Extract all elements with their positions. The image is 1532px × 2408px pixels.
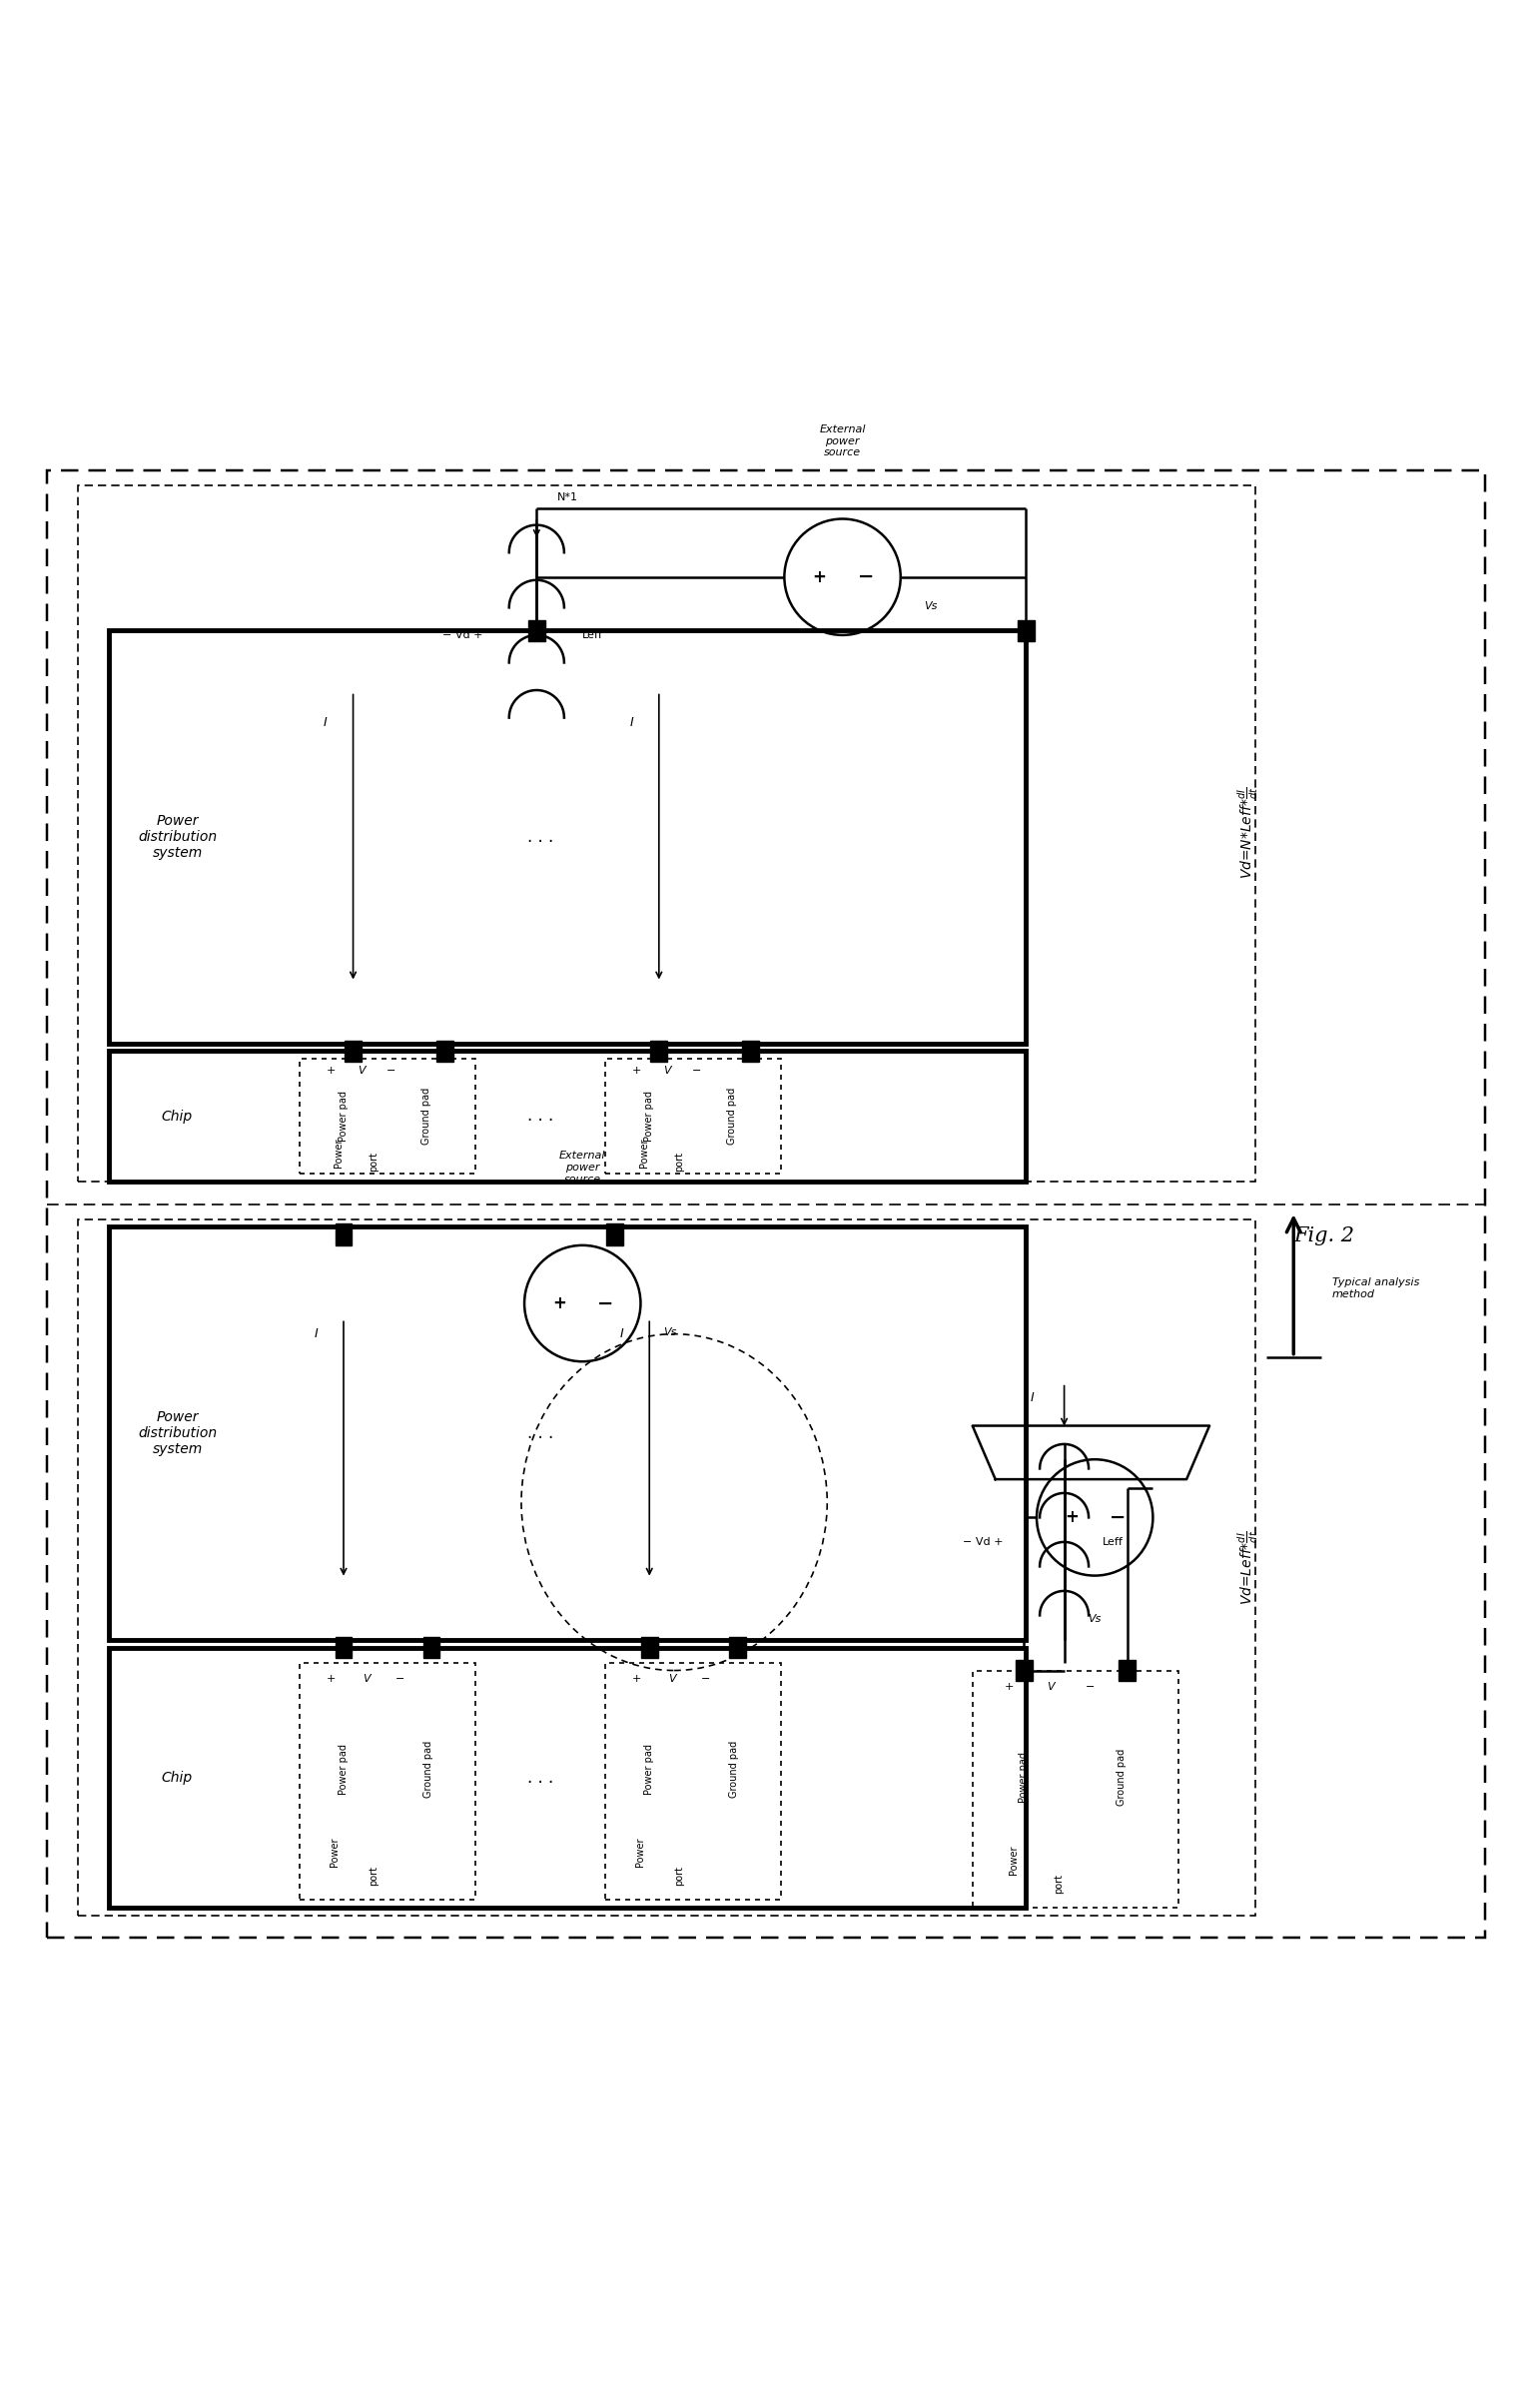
Text: Ground pad: Ground pad	[728, 1088, 737, 1144]
Text: port: port	[369, 1151, 378, 1173]
Text: +: +	[1005, 1683, 1014, 1693]
Text: . . .: . . .	[527, 828, 553, 845]
FancyBboxPatch shape	[109, 1228, 1026, 1640]
Text: Power pad: Power pad	[645, 1743, 654, 1794]
Text: I: I	[323, 715, 328, 730]
Text: −: −	[1109, 1507, 1126, 1527]
Text: Ground pad: Ground pad	[729, 1741, 738, 1799]
Text: +: +	[1065, 1507, 1079, 1527]
Bar	[345, 1040, 362, 1062]
Text: V: V	[357, 1064, 365, 1076]
Text: +: +	[553, 1296, 567, 1312]
FancyBboxPatch shape	[109, 1050, 1026, 1180]
Text: Power: Power	[1008, 1845, 1019, 1876]
Text: Typical analysis
method: Typical analysis method	[1331, 1276, 1419, 1298]
Text: External
power
source: External power source	[559, 1151, 605, 1185]
Text: −: −	[702, 1674, 711, 1683]
Text: Vs: Vs	[663, 1327, 677, 1336]
Text: Power
distribution
system: Power distribution system	[138, 814, 216, 860]
Text: I: I	[620, 1327, 624, 1341]
Text: Power: Power	[329, 1837, 340, 1866]
Bar	[640, 1637, 657, 1659]
Text: Power: Power	[639, 1139, 650, 1168]
Text: port: port	[674, 1151, 685, 1173]
Text: −: −	[1086, 1683, 1095, 1693]
Text: Vs: Vs	[1088, 1613, 1102, 1623]
Text: +: +	[633, 1064, 642, 1076]
Bar	[423, 1637, 440, 1659]
Text: V: V	[668, 1674, 676, 1683]
Bar	[1016, 1659, 1033, 1681]
Text: V: V	[663, 1064, 671, 1076]
Text: +: +	[326, 1674, 336, 1683]
Bar	[607, 1223, 624, 1245]
Bar	[336, 1637, 352, 1659]
Text: I: I	[314, 1327, 319, 1341]
Bar	[529, 619, 545, 641]
Text: I: I	[1030, 1392, 1034, 1404]
Text: −: −	[858, 568, 873, 588]
Bar	[651, 1040, 668, 1062]
Text: N*1: N*1	[556, 491, 578, 501]
Text: port: port	[1054, 1873, 1065, 1893]
Text: External
power
source: External power source	[820, 424, 866, 458]
Text: +: +	[326, 1064, 336, 1076]
Text: +: +	[633, 1674, 642, 1683]
Bar	[1017, 619, 1034, 641]
Text: − Vd +: − Vd +	[962, 1536, 1003, 1546]
Text: −: −	[395, 1674, 404, 1683]
Text: Power: Power	[334, 1139, 343, 1168]
Text: V: V	[363, 1674, 371, 1683]
Text: . . .: . . .	[527, 1426, 553, 1442]
Text: −: −	[692, 1064, 702, 1076]
Text: Power pad: Power pad	[1019, 1751, 1030, 1804]
Text: Fig. 2: Fig. 2	[1293, 1228, 1354, 1245]
Bar	[437, 1040, 453, 1062]
FancyBboxPatch shape	[109, 1647, 1026, 1907]
Text: . . .: . . .	[527, 1108, 553, 1125]
Bar	[729, 1637, 746, 1659]
Text: − Vd +: − Vd +	[443, 631, 483, 641]
Text: Ground pad: Ground pad	[1117, 1748, 1126, 1806]
Text: Leff: Leff	[582, 631, 604, 641]
Text: . . .: . . .	[527, 1767, 553, 1787]
Text: Ground pad: Ground pad	[423, 1741, 434, 1799]
Text: Leff: Leff	[1103, 1536, 1123, 1546]
Bar	[336, 1223, 352, 1245]
Text: −: −	[386, 1064, 395, 1076]
Text: I: I	[630, 715, 633, 730]
Text: Power pad: Power pad	[339, 1743, 349, 1794]
Text: Ground pad: Ground pad	[421, 1088, 430, 1144]
Text: Vd=N*Leff*$\frac{dI}{dt}$: Vd=N*Leff*$\frac{dI}{dt}$	[1235, 787, 1259, 879]
Text: Vs: Vs	[924, 602, 938, 612]
Text: Chip: Chip	[162, 1770, 193, 1784]
Text: Power pad: Power pad	[339, 1091, 349, 1141]
Text: Power: Power	[636, 1837, 645, 1866]
Text: Power
distribution
system: Power distribution system	[138, 1411, 216, 1457]
Text: Vd=Leff*$\frac{dI}{dt}$: Vd=Leff*$\frac{dI}{dt}$	[1235, 1529, 1259, 1604]
Bar	[1118, 1659, 1135, 1681]
Text: port: port	[674, 1866, 685, 1885]
Bar	[743, 1040, 760, 1062]
FancyBboxPatch shape	[109, 631, 1026, 1043]
Text: Power pad: Power pad	[645, 1091, 654, 1141]
Text: +: +	[812, 568, 826, 585]
Text: Chip: Chip	[162, 1110, 193, 1125]
Text: port: port	[369, 1866, 378, 1885]
Text: −: −	[597, 1293, 614, 1312]
Text: V: V	[1046, 1683, 1054, 1693]
